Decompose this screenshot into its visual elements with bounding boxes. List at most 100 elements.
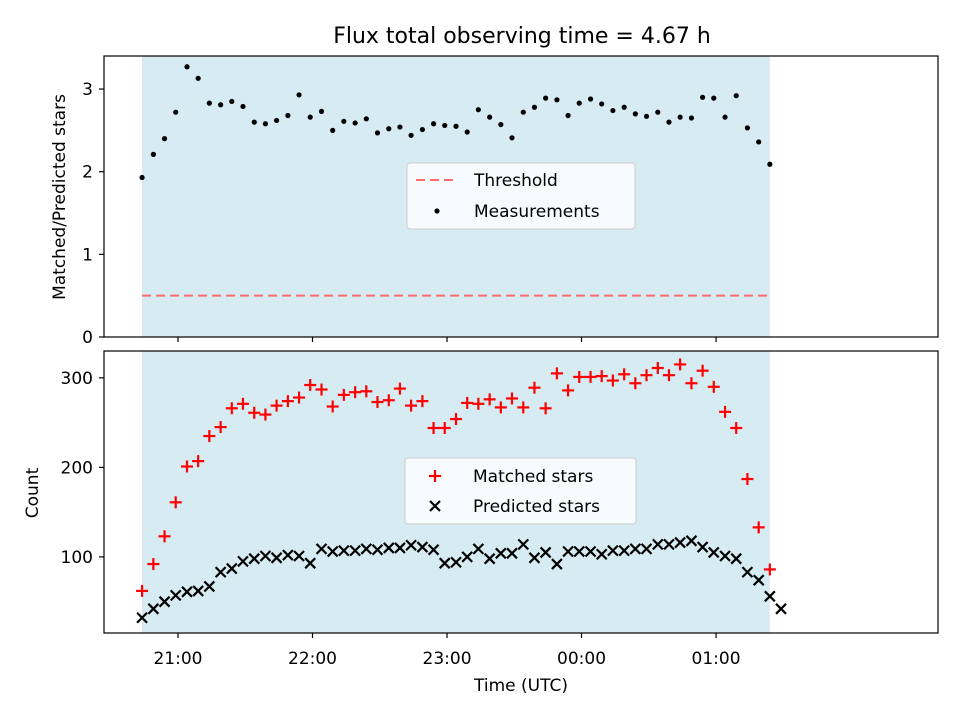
predicted-star-point <box>696 541 709 553</box>
matched-star-point <box>450 413 463 426</box>
predicted-star-point <box>438 557 451 569</box>
measurement-point <box>318 108 325 114</box>
matched-star-point <box>304 379 317 392</box>
matched-star-point <box>214 421 227 434</box>
ratio-y-tick-label: 0 <box>82 328 93 348</box>
measurement-point <box>442 122 448 129</box>
predicted-star-point <box>270 552 283 564</box>
ratio-legend: Threshold Measurements <box>406 162 636 230</box>
measurement-point <box>699 94 706 100</box>
matched-star-point <box>662 369 675 382</box>
matched-star-point <box>763 563 776 576</box>
measurement-point <box>621 104 627 110</box>
measurement-point <box>296 92 302 98</box>
predicted-star-point <box>169 589 182 602</box>
matched-star-point <box>293 391 306 404</box>
measurement-point <box>722 114 728 120</box>
predicted-star-point <box>741 566 754 578</box>
measurement-point <box>610 107 616 114</box>
predicted-star-point <box>282 549 294 561</box>
matched-star-point <box>203 430 216 443</box>
matched-star-point <box>719 405 732 418</box>
predicted-star-point <box>517 538 530 551</box>
matched-star-point <box>326 400 339 413</box>
measurement-point <box>419 126 425 133</box>
predicted-star-point <box>304 557 316 569</box>
predicted-star-point <box>259 550 272 562</box>
measurement-point <box>531 104 538 110</box>
measurement-point <box>520 109 526 115</box>
matched-star-point <box>259 408 272 421</box>
matched-star-point <box>494 401 507 414</box>
predicted-star-point <box>573 545 586 558</box>
matched-star-point <box>405 399 418 412</box>
matched-star-point <box>606 374 619 387</box>
matched-star-point <box>315 383 328 396</box>
x-axis-label: Time (UTC) <box>473 676 568 696</box>
ratio-y-tick-label: 3 <box>82 80 93 100</box>
predicted-star-point <box>607 544 619 557</box>
measurement-point <box>453 123 459 129</box>
measurement-point <box>218 102 224 108</box>
matched-star-point <box>393 382 406 395</box>
measurement-point <box>756 139 762 145</box>
matched-legend-label: Matched stars <box>473 467 593 487</box>
predicted-star-point <box>652 538 664 551</box>
predicted-star-point <box>528 552 541 564</box>
matched-star-point <box>192 455 205 468</box>
measurement-point <box>487 114 493 120</box>
measurement-point <box>744 125 750 131</box>
matched-star-point <box>651 362 664 375</box>
measurement-point <box>285 112 291 119</box>
ratio-y-tick-label: 1 <box>82 245 93 265</box>
predicted-star-point <box>203 580 216 593</box>
predicted-star-point <box>248 552 261 565</box>
measurement-point <box>195 75 201 81</box>
predicted-star-point <box>181 586 193 598</box>
measurement-point <box>554 97 560 103</box>
matched-legend-swatch <box>429 470 441 482</box>
measurements-legend-swatch <box>434 208 440 214</box>
predicted-star-point <box>685 535 698 547</box>
matched-star-point <box>382 394 395 407</box>
predicted-star-point <box>640 543 653 555</box>
matched-star-point <box>696 364 709 377</box>
count-y-tick-label: 300 <box>61 369 93 389</box>
measurement-point <box>307 114 313 120</box>
measurement-point <box>139 174 145 181</box>
measurement-point <box>565 112 571 119</box>
measurement-point <box>643 113 650 119</box>
x-tick-label: 21:00 <box>153 649 202 669</box>
predicted-star-point <box>472 543 485 555</box>
chart-title: Flux total observing time = 4.67 h <box>333 24 711 49</box>
measurement-point <box>576 100 582 106</box>
threshold-legend-label: Threshold <box>473 171 558 191</box>
predicted-legend-label: Predicted stars <box>473 497 600 517</box>
matched-star-point <box>360 385 373 398</box>
matched-star-point <box>136 584 149 597</box>
ratio-y-axis-label: Matched/Predicted stars <box>50 94 70 300</box>
predicted-star-point <box>349 544 361 557</box>
matched-star-point <box>472 397 485 410</box>
predicted-star-point <box>382 542 395 554</box>
predicted-star-point <box>730 552 743 565</box>
predicted-star-point <box>237 555 249 568</box>
count-y-tick-label: 100 <box>61 548 93 568</box>
count-y-tick-label: 200 <box>61 458 93 478</box>
measurement-point <box>262 121 269 127</box>
predicted-star-point <box>495 547 507 560</box>
predicted-star-point <box>416 541 429 553</box>
matched-star-point <box>371 396 384 409</box>
ratio-y-tick-label: 2 <box>82 163 93 183</box>
predicted-star-point <box>584 545 597 558</box>
matched-star-point <box>550 367 563 380</box>
matched-star-point <box>461 396 474 409</box>
matched-star-point <box>270 399 283 412</box>
matched-star-point <box>158 530 171 543</box>
measurement-point <box>688 115 695 121</box>
count-y-axis-label: Count <box>23 467 43 518</box>
measurement-point <box>632 111 638 117</box>
predicted-star-point <box>226 562 238 575</box>
measurement-point <box>666 119 672 125</box>
